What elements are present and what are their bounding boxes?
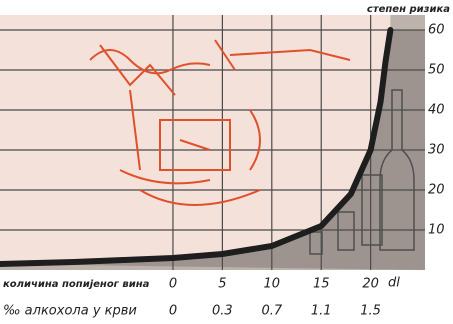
x-tick-label: 0 [169,277,177,292]
y-tick-label: 20 [428,183,445,198]
y-tick-label: 50 [428,63,445,78]
y-tick-label: 60 [428,23,445,38]
x2-tick-label: 1.1 [311,304,332,319]
y-tick-label: 30 [428,143,445,158]
x2-tick-label: 1.5 [360,304,381,319]
x2-axis-label: ‰ алкохола у крви [3,304,137,319]
x2-tick-label: 0 [169,304,177,319]
x-unit: dl [388,276,400,291]
x-tick-label: 15 [313,277,330,292]
x-tick-label: 10 [264,277,281,292]
x2-tick-label: 0.7 [261,304,282,319]
x-tick-label: 5 [218,277,226,292]
chart-title: степен ризика [367,4,450,15]
x-axis-label: количина попијеног вина [3,278,150,290]
x-tick-label: 20 [362,277,379,292]
x2-tick-label: 0.3 [212,304,233,319]
chart: степен ризика количина попијеног вина dl… [0,0,453,324]
y-tick-label: 40 [428,103,445,118]
page: степен ризика количина попијеног вина dl… [0,0,453,324]
y-tick-label: 10 [428,223,445,238]
